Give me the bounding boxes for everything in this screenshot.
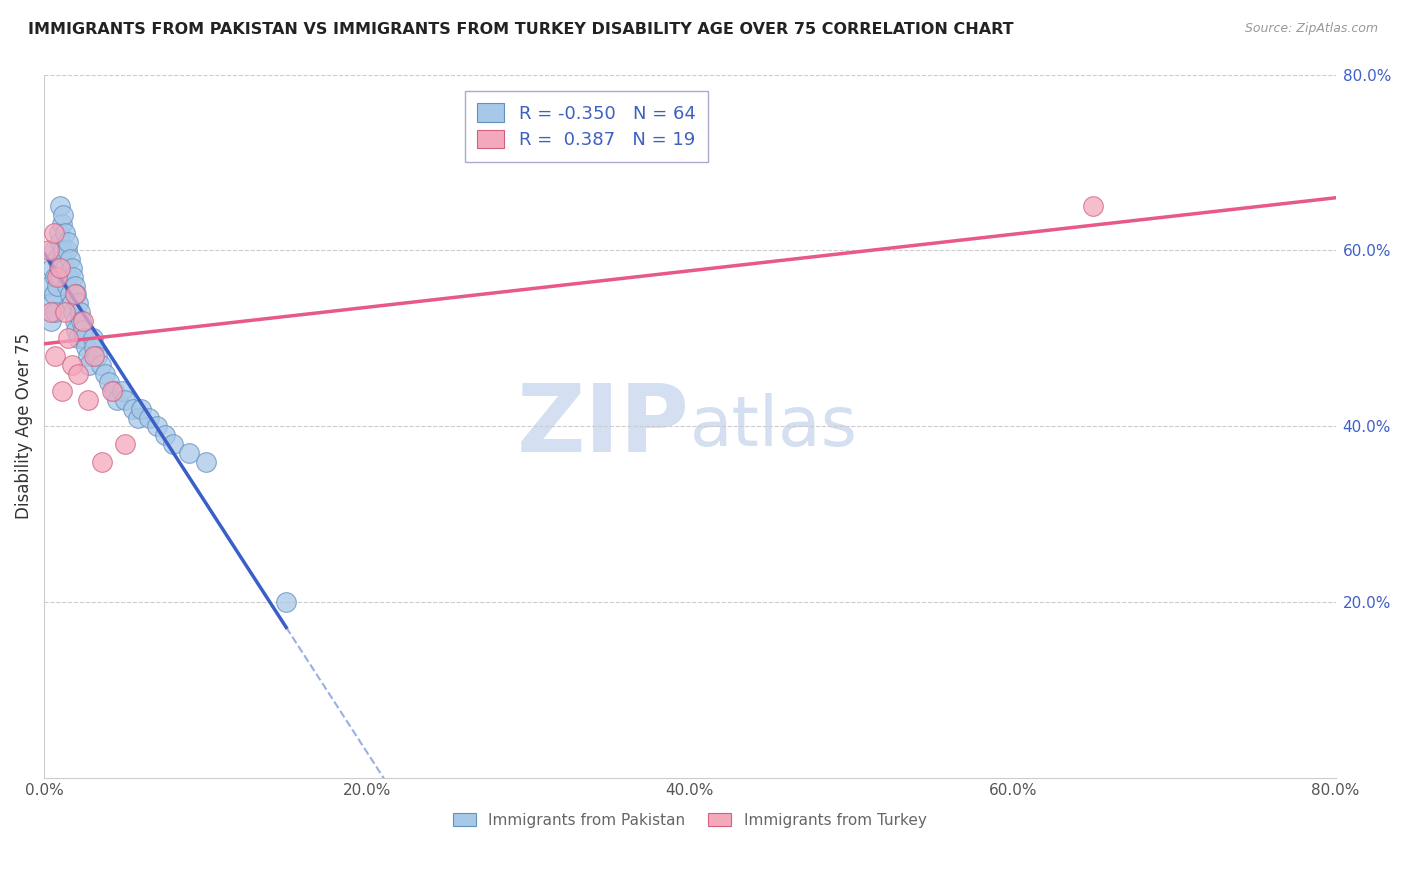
Point <box>58 331 80 345</box>
Point <box>55 244 77 258</box>
Point <box>41 296 63 310</box>
Point <box>72 314 94 328</box>
Point <box>48 260 70 275</box>
Point <box>58 235 80 249</box>
Point <box>276 595 298 609</box>
Point <box>51 384 73 399</box>
Text: IMMIGRANTS FROM PAKISTAN VS IMMIGRANTS FROM TURKEY DISABILITY AGE OVER 75 CORREL: IMMIGRANTS FROM PAKISTAN VS IMMIGRANTS F… <box>28 22 1014 37</box>
Point <box>83 340 105 354</box>
Point <box>90 358 112 372</box>
Point <box>46 252 69 267</box>
Point <box>162 437 184 451</box>
Point <box>51 217 73 231</box>
Point <box>122 401 145 416</box>
Point <box>42 244 65 258</box>
Point <box>83 349 105 363</box>
Point <box>103 384 125 399</box>
Point <box>62 305 84 319</box>
Point <box>63 278 86 293</box>
Point <box>76 392 98 407</box>
Point <box>42 226 65 240</box>
Point <box>70 314 93 328</box>
Point <box>138 410 160 425</box>
Point <box>44 349 66 363</box>
Point <box>39 314 62 328</box>
Point <box>114 392 136 407</box>
Point <box>60 296 83 310</box>
Text: Source: ZipAtlas.com: Source: ZipAtlas.com <box>1244 22 1378 36</box>
Point <box>179 446 201 460</box>
Point <box>110 384 132 399</box>
Point <box>72 323 94 337</box>
Point <box>51 252 73 267</box>
Point <box>62 269 84 284</box>
Point <box>49 199 72 213</box>
Point <box>127 410 149 425</box>
Point <box>75 340 97 354</box>
Point <box>52 208 75 222</box>
Point <box>53 260 76 275</box>
Point <box>79 358 101 372</box>
Point <box>105 392 128 407</box>
Text: ZIP: ZIP <box>517 380 690 473</box>
Point <box>55 278 77 293</box>
Point <box>49 235 72 249</box>
Point <box>129 401 152 416</box>
Point <box>69 305 91 319</box>
Point <box>114 437 136 451</box>
Point <box>66 296 89 310</box>
Point <box>76 349 98 363</box>
Point <box>38 244 60 258</box>
Point <box>60 260 83 275</box>
Point <box>49 269 72 284</box>
Point <box>86 349 108 363</box>
Point <box>59 287 82 301</box>
Point <box>73 331 96 345</box>
Legend: Immigrants from Pakistan, Immigrants from Turkey: Immigrants from Pakistan, Immigrants fro… <box>447 806 932 834</box>
Point <box>65 287 87 301</box>
Point <box>146 419 169 434</box>
Point <box>153 428 176 442</box>
Point <box>53 305 76 319</box>
Point <box>58 269 80 284</box>
Point <box>52 244 75 258</box>
Text: atlas: atlas <box>690 392 858 460</box>
Point <box>41 260 63 275</box>
Y-axis label: Disability Age Over 75: Disability Age Over 75 <box>15 334 32 519</box>
Point <box>42 287 65 301</box>
Point <box>49 260 72 275</box>
Point <box>94 367 117 381</box>
Point <box>65 323 87 337</box>
Point <box>194 454 217 468</box>
Point <box>66 367 89 381</box>
Point <box>91 454 114 468</box>
Point <box>60 358 83 372</box>
Point <box>101 384 124 399</box>
Point <box>66 331 89 345</box>
Point <box>44 269 66 284</box>
Point <box>63 287 86 301</box>
Point <box>53 226 76 240</box>
Point <box>63 314 86 328</box>
Point <box>59 252 82 267</box>
Point <box>46 278 69 293</box>
Point <box>38 278 60 293</box>
Point <box>46 269 69 284</box>
Point <box>1083 199 1105 213</box>
Point <box>39 305 62 319</box>
Point <box>44 305 66 319</box>
Point <box>97 376 120 390</box>
Point <box>48 226 70 240</box>
Point <box>82 331 104 345</box>
